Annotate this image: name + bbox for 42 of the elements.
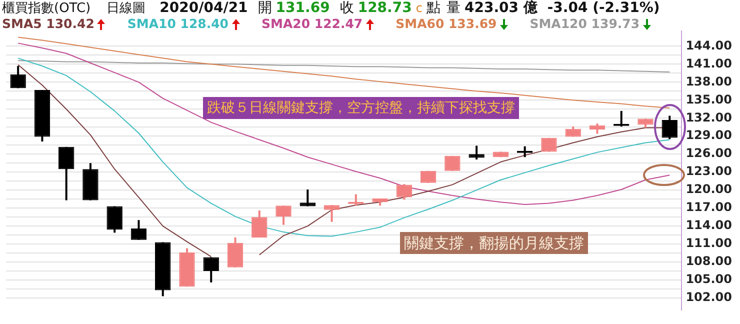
y-tick-label: 117.00 [686,200,732,214]
candlestick [324,204,340,223]
annotation: 關鍵支撐，翻揚的月線支撐 [400,232,588,254]
text: 量 [446,0,460,16]
text: 131.69 [276,0,330,16]
y-tick-label: 114.00 [686,218,732,232]
candlestick [106,205,122,234]
text: SMA5 130.42 [2,16,94,31]
text: -3.04 (-2.31%) [547,0,660,16]
text: 收 [340,0,354,16]
chart-subtitle: 日線圖 [106,1,146,16]
candlestick [252,209,268,238]
y-tick-label: 141.00 [686,56,732,70]
text: 2020/04/21 [160,0,248,16]
chart-title: 櫃買指數(OTC) [2,1,91,16]
candlestick [300,188,316,208]
y-tick-label: 108.00 [686,254,732,268]
text: 128.73 [358,0,412,16]
y-tick-label: 132.00 [686,110,732,124]
text: 423.03 億 [464,0,538,16]
y-tick-label: 135.00 [686,92,732,106]
y-tick-label: 126.00 [686,146,732,160]
y-tick-label: 102.00 [686,290,732,304]
y-tick-label: 111.00 [686,236,732,250]
y-tick-label: 123.00 [686,164,732,178]
y-tick-label: 138.00 [686,74,732,88]
y-tick-label: 120.00 [686,182,732,196]
candlestick [227,236,244,268]
text: 開 [258,0,272,16]
annotation: 跌破５日線關鍵支撐，空方控盤，持續下探找支撐 [203,97,519,119]
text: SMA60 133.69 [396,16,497,31]
text: SMA20 122.47 [262,16,363,31]
candlestick [468,144,484,161]
y-tick-label: 144.00 [686,38,732,52]
text: SMA10 128.40 [127,16,229,31]
text: c [416,1,422,15]
y-tick-label: 129.00 [686,128,732,142]
text: 點 [426,0,440,16]
y-tick-label: 105.00 [686,272,732,286]
candlestick [58,146,74,202]
candlestick [589,122,606,135]
text: SMA120 139.73 [530,16,640,31]
